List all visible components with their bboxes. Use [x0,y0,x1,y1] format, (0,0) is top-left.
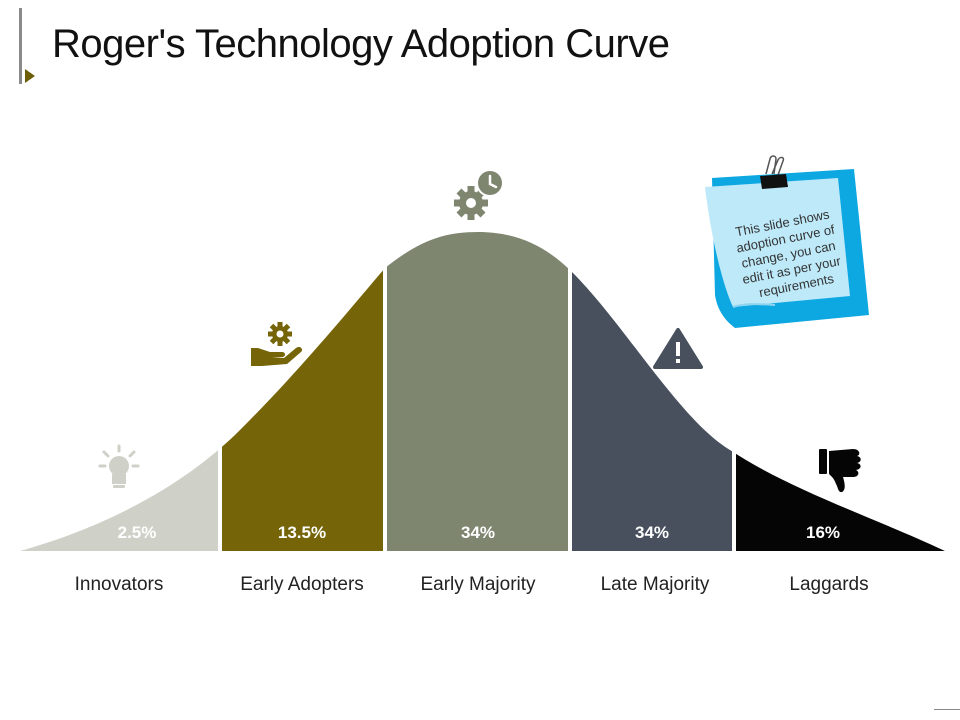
percent-label: 2.5% [118,523,157,542]
lightbulb-icon [98,444,140,488]
gear-clock-icon [454,169,504,220]
segment-early-adopters [222,232,383,551]
thumbs-down-icon [819,449,861,493]
segment-label: Late Majority [601,574,710,595]
percent-label: 34% [635,523,669,542]
segment-label: Early Majority [420,574,536,595]
page-title: Roger's Technology Adoption Curve [52,22,670,66]
sticky-note: This slide shows adoption curve of chang… [705,169,869,328]
gear-hand-icon [251,322,303,366]
footer-divider [934,709,960,710]
percent-label: 16% [806,523,840,542]
title-accent-bar [19,8,22,84]
binder-clip-icon [760,155,788,189]
warning-icon [653,328,703,369]
note-text: This slide shows adoption curve of chang… [732,205,849,302]
segment-early-majority [387,232,568,551]
title-arrow-icon [25,69,35,83]
segment-late-majority [572,232,732,551]
percent-label: 34% [461,523,495,542]
percent-label: 13.5% [278,523,326,542]
segment-innovators [20,232,218,551]
segment-label: Laggards [789,574,868,595]
segment-label: Early Adopters [240,574,364,595]
segment-label: Innovators [75,574,164,595]
